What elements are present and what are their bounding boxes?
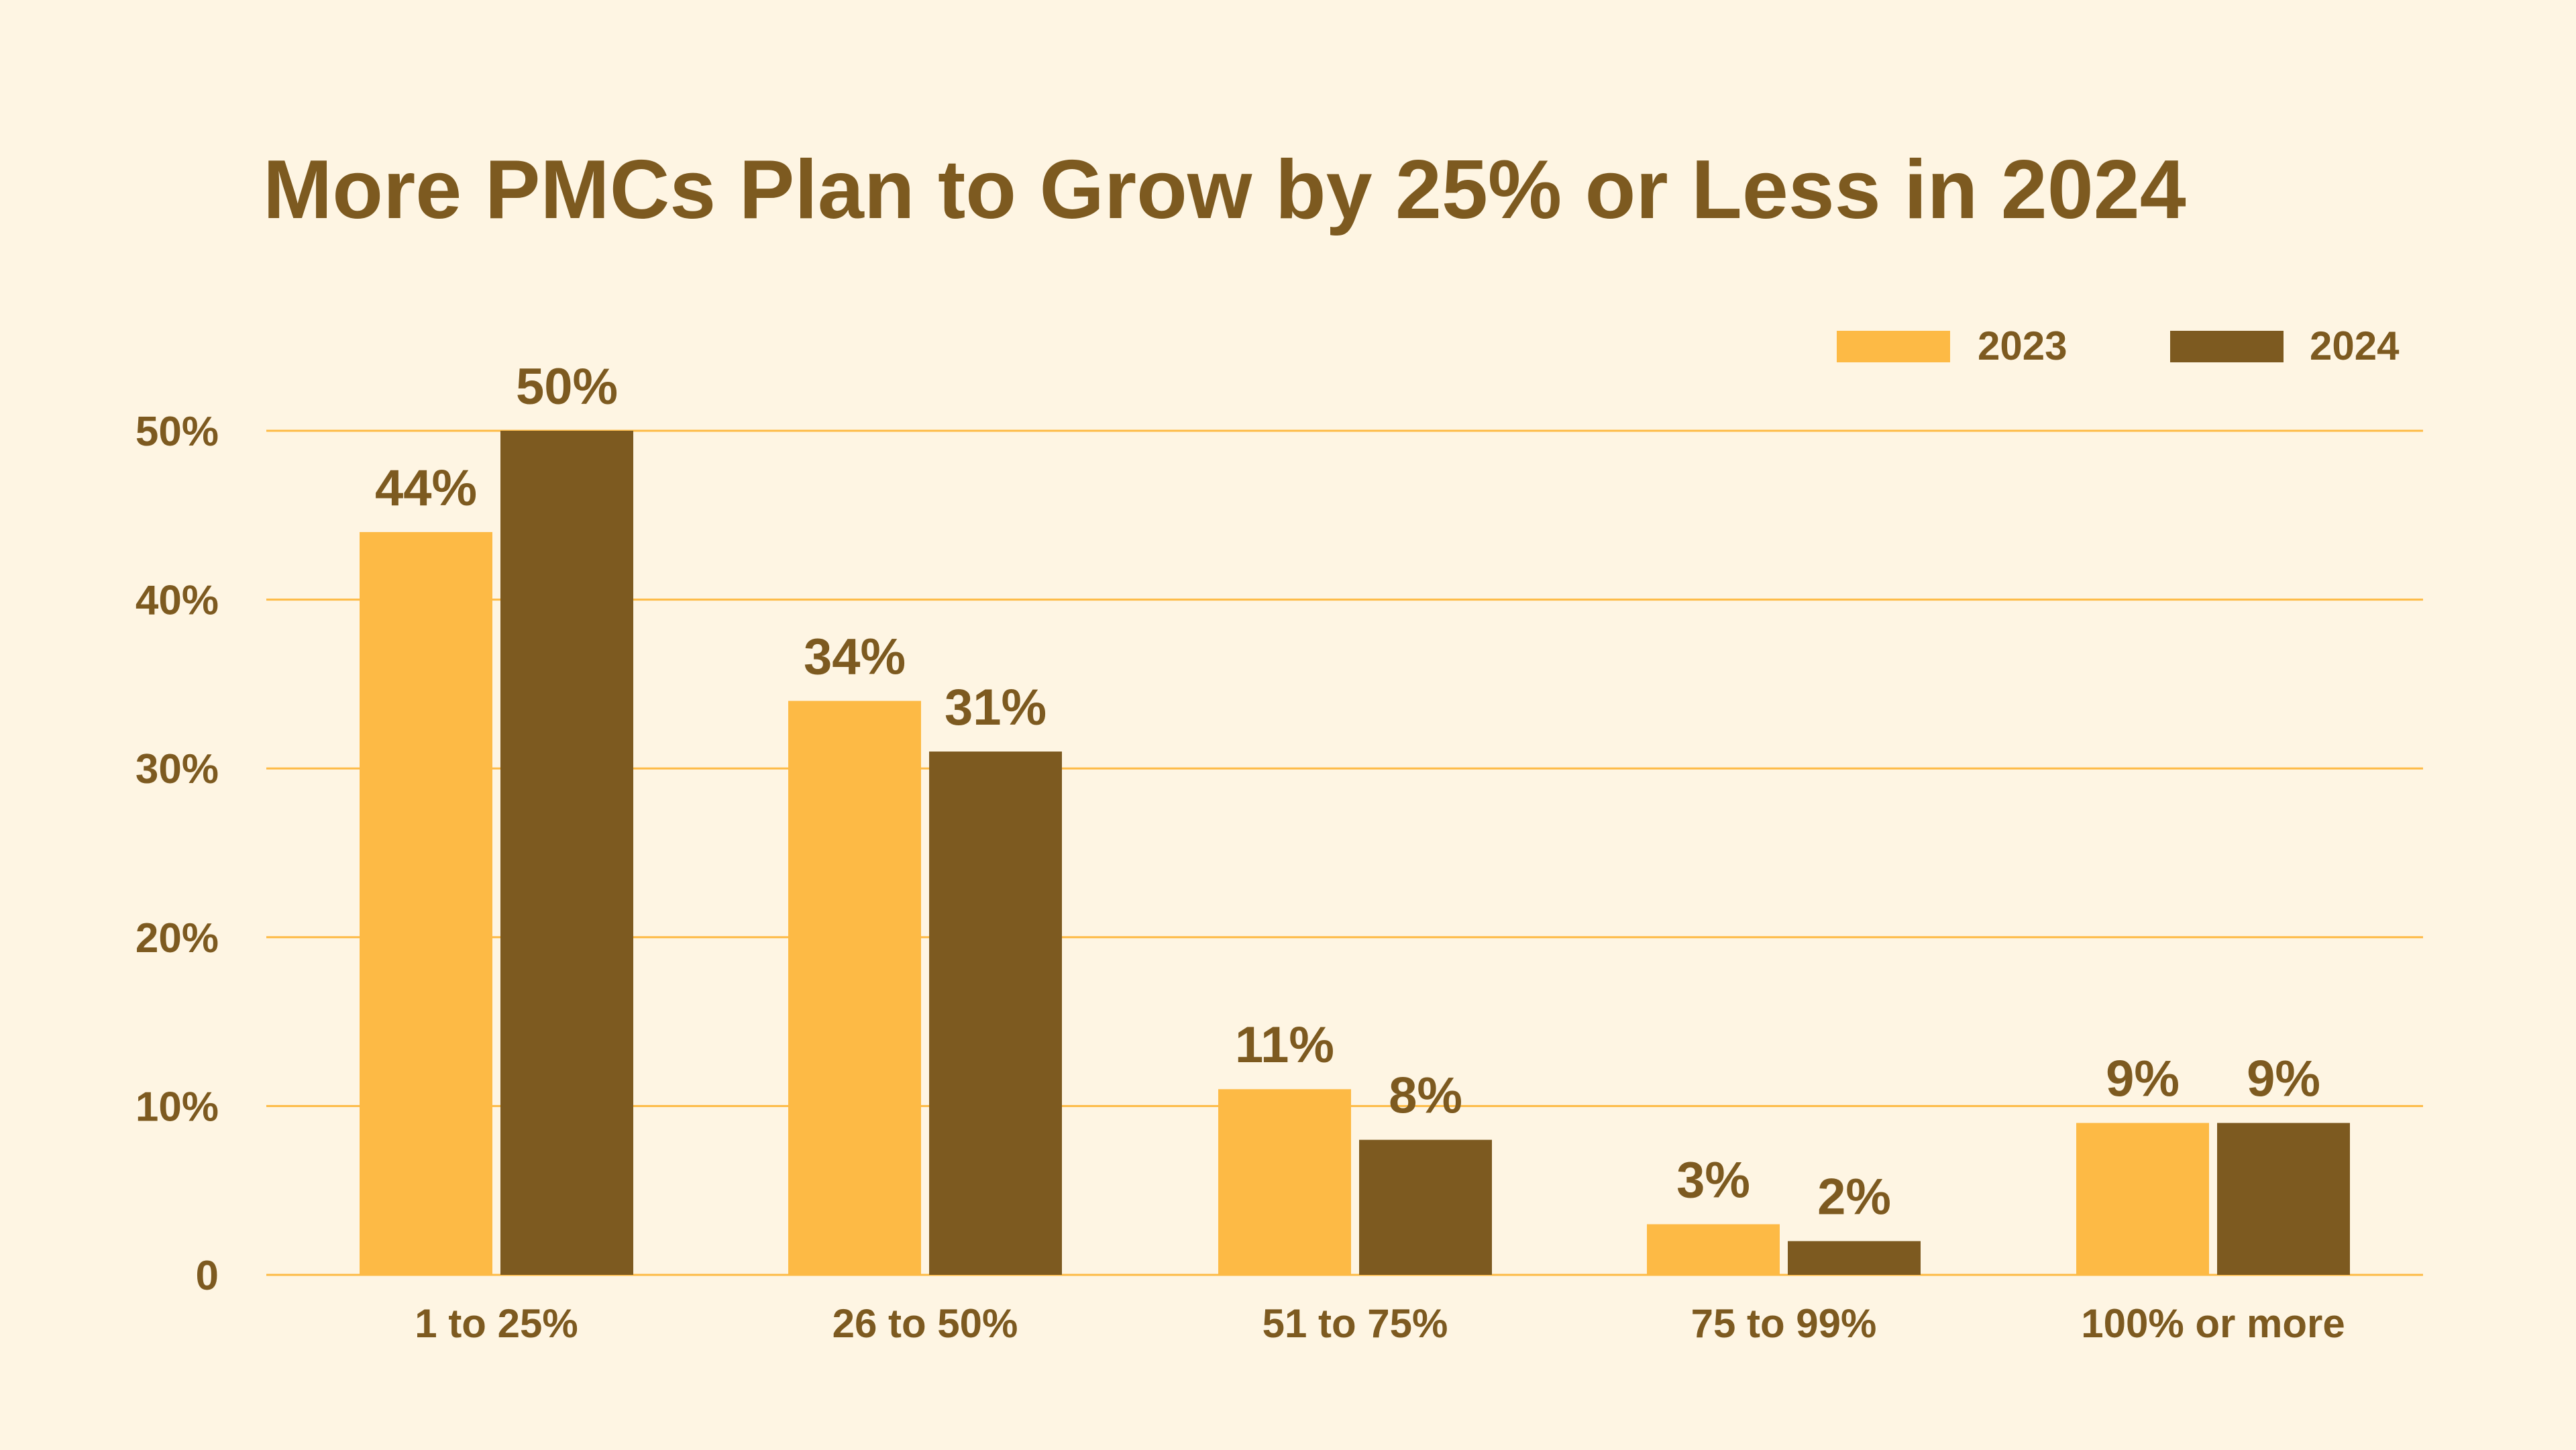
x-category-label: 26 to 50% xyxy=(833,1301,1018,1346)
bar-2023 xyxy=(360,531,492,1276)
bar-2024 xyxy=(929,752,1062,1275)
x-category-label: 51 to 75% xyxy=(1263,1301,1448,1346)
data-label: 50% xyxy=(516,358,618,415)
data-label: 8% xyxy=(1389,1068,1462,1125)
y-tick-label: 20% xyxy=(136,915,219,962)
data-label: 31% xyxy=(945,679,1046,736)
data-label: 2% xyxy=(1817,1169,1891,1226)
bar-2023 xyxy=(788,701,921,1275)
bar-2024 xyxy=(500,431,633,1275)
y-tick-label: 30% xyxy=(136,746,219,792)
bar-2024 xyxy=(1788,1241,1921,1275)
legend-swatch-2024 xyxy=(2170,331,2284,362)
bar-2024 xyxy=(1359,1139,1492,1275)
data-label: 11% xyxy=(1235,1017,1334,1074)
x-category-label: 1 to 25% xyxy=(415,1301,578,1346)
legend-swatch-2023 xyxy=(1837,331,1950,362)
bar-2023 xyxy=(2076,1123,2209,1275)
x-category-label: 75 to 99% xyxy=(1691,1301,1877,1346)
y-tick-label: 10% xyxy=(136,1084,219,1130)
legend-label-2023: 2023 xyxy=(1978,323,2067,368)
data-label: 9% xyxy=(2106,1051,2180,1108)
y-tick-label: 0 xyxy=(196,1253,219,1299)
data-label: 9% xyxy=(2247,1051,2320,1108)
legend-label-2024: 2024 xyxy=(2310,323,2400,368)
chart-title: More PMCs Plan to Grow by 25% or Less in… xyxy=(263,144,2186,236)
x-category-label: 100% or more xyxy=(2081,1301,2345,1346)
y-tick-label: 50% xyxy=(136,409,219,455)
y-axis-ticks: 0 10% 20% 30% 40% 50% xyxy=(136,409,219,1299)
bar-2024 xyxy=(2217,1123,2350,1275)
x-axis-categories: 1 to 25% 26 to 50% 51 to 75% 75 to 99% 100% … xyxy=(415,1301,2345,1346)
data-label: 34% xyxy=(804,629,906,686)
y-tick-label: 40% xyxy=(136,578,219,624)
bars: 44% 50% 34% 31% 11% 8% 3% 2% 9% 9% xyxy=(360,358,2350,1276)
bar-2023 xyxy=(1218,1089,1351,1275)
data-label: 3% xyxy=(1676,1152,1750,1209)
legend: 2023 2024 xyxy=(1837,323,2400,368)
bar-2023 xyxy=(1647,1224,1780,1275)
data-label: 44% xyxy=(375,460,477,517)
